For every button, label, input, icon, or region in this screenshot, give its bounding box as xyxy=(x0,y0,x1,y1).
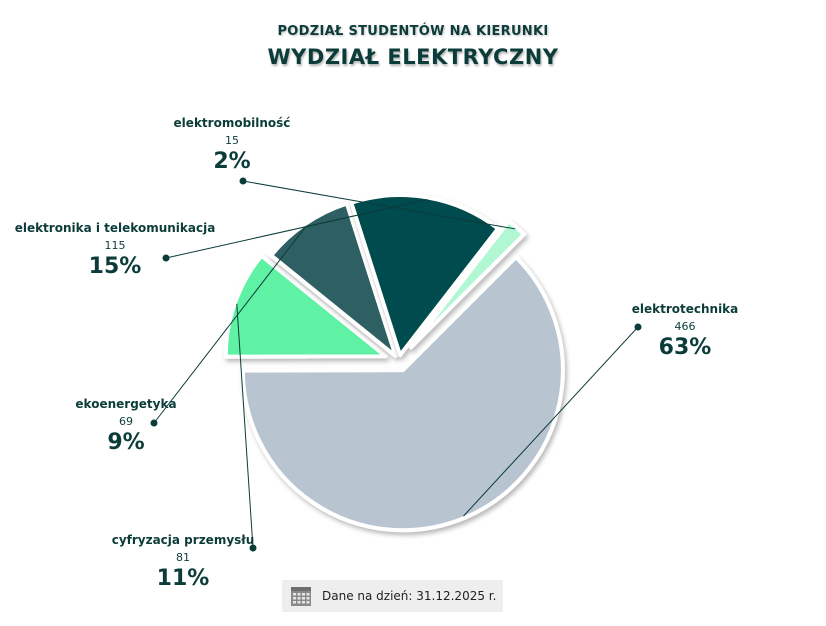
slice-label-1: elektrotechnika 466 63% xyxy=(575,302,795,360)
calendar-icon xyxy=(291,587,311,606)
pie-slice-4 xyxy=(349,193,501,358)
chart-subtitle: WYDZIAŁ ELEKTRYCZNY xyxy=(267,45,559,69)
slice-count: 115 xyxy=(104,239,126,252)
pie-slice-2 xyxy=(223,253,388,359)
slice-name: elektromobilność xyxy=(173,116,291,130)
slice-percent: 63% xyxy=(658,335,712,360)
leader-dot-5 xyxy=(239,177,247,185)
leader-dot-2 xyxy=(249,544,257,552)
pie-slice-5 xyxy=(408,219,527,350)
slice-percent: 15% xyxy=(88,254,142,279)
slice-label-4: elektronika i telekomunikacja 115 15% xyxy=(5,221,225,279)
slice-percent: 11% xyxy=(156,566,210,591)
slice-count: 81 xyxy=(176,551,190,564)
pie-slice-1 xyxy=(240,255,565,533)
slice-percent: 9% xyxy=(107,430,145,455)
slice-label-3: ekoenergetyka 69 9% xyxy=(16,397,236,455)
slice-count: 466 xyxy=(674,320,696,333)
slice-name: cyfryzacja przemysłu xyxy=(111,533,255,547)
slice-label-5: elektromobilność 15 2% xyxy=(122,116,342,174)
data-date-text: Dane na dzień: 31.12.2025 r. xyxy=(322,589,497,603)
leader-line-2 xyxy=(236,303,254,549)
data-date-note: Dane na dzień: 31.12.2025 r. xyxy=(282,580,503,612)
slice-name: elektronika i telekomunikacja xyxy=(14,221,216,235)
slice-count: 69 xyxy=(119,415,133,428)
leader-dot-3 xyxy=(150,419,158,427)
leader-line-5 xyxy=(242,180,516,230)
leader-line-4 xyxy=(165,199,428,259)
leader-line-3 xyxy=(153,225,307,424)
slice-count: 15 xyxy=(225,134,239,147)
pie-slice-3 xyxy=(269,201,398,359)
leader-line-1 xyxy=(463,326,639,517)
leader-dot-1 xyxy=(634,323,642,331)
slice-percent: 2% xyxy=(213,149,251,174)
leader-dot-4 xyxy=(162,254,170,262)
chart-title: PODZIAŁ STUDENTÓW NA KIERUNKI xyxy=(277,24,549,39)
slice-name: elektrotechnika xyxy=(631,302,739,316)
slice-label-2: cyfryzacja przemysłu 81 11% xyxy=(73,533,293,591)
slice-name: ekoenergetyka xyxy=(75,397,177,411)
